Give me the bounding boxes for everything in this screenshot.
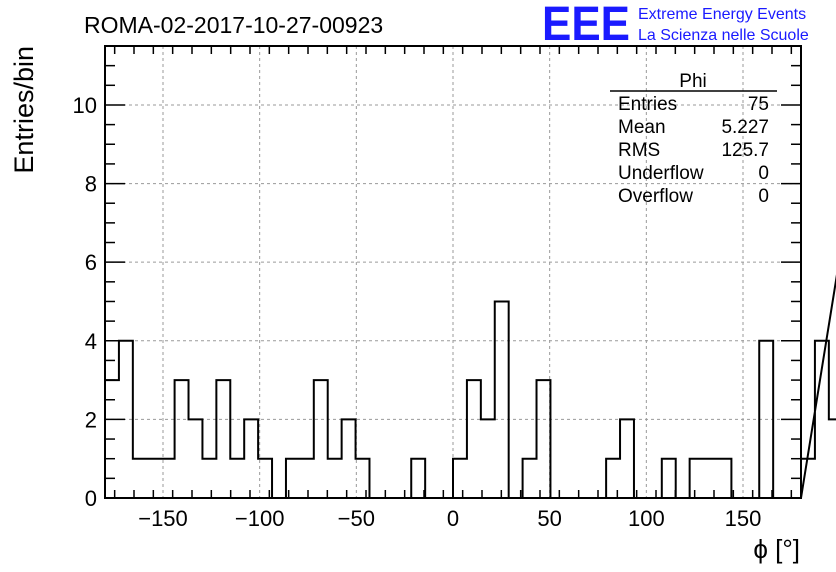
histogram-bin — [202, 459, 216, 498]
x-axis: −150 −100 −50 0 50 100 150 — [113, 46, 793, 531]
histogram-bin — [829, 419, 836, 498]
y-tick-label: 10 — [73, 93, 97, 118]
stats-row-label: Underflow — [618, 163, 704, 184]
y-tick-label: 6 — [85, 250, 97, 275]
x-tick-label: −50 — [338, 506, 375, 531]
histogram-bin — [314, 380, 328, 498]
chart-title: ROMA-02-2017-10-27-00923 — [84, 12, 383, 38]
stats-row-value: 5.227 — [721, 117, 769, 138]
plot-frame — [104, 45, 802, 499]
histogram-bin — [481, 419, 495, 498]
y-tick-label: 4 — [85, 329, 97, 354]
histogram-bin — [495, 301, 509, 498]
histogram-bin — [704, 459, 718, 498]
stats-row-label: Entries — [618, 94, 677, 115]
x-tick-label: −100 — [235, 506, 285, 531]
histogram-bin — [759, 341, 773, 498]
eee-logo: EEE Extreme Energy Events La Scienza nel… — [542, 0, 809, 51]
histogram-bin — [801, 459, 815, 498]
histogram-bin — [620, 419, 634, 498]
logo-line1: Extreme Energy Events — [638, 6, 806, 23]
y-axis-label: Entries/bin — [9, 46, 39, 174]
stats-rows: Entries 75 Mean 5.227 RMS 125.7 Underflow 0 Over… — [618, 94, 769, 207]
y-tick-label: 2 — [85, 407, 97, 432]
histogram-bin — [216, 380, 230, 498]
histogram-bin — [453, 459, 467, 498]
stats-header: Phi — [679, 71, 706, 92]
x-tick-label: −150 — [138, 506, 188, 531]
logo-mark: EEE — [542, 0, 630, 51]
stats-row-label: RMS — [618, 140, 660, 161]
histogram-bin — [523, 459, 537, 498]
histogram-bin — [717, 459, 731, 498]
histogram-bin — [133, 459, 147, 498]
histogram-bin — [411, 459, 425, 498]
histogram-bin — [342, 419, 356, 498]
histogram-bin — [537, 380, 551, 498]
y-axis: 0 2 4 6 8 10 — [73, 64, 801, 511]
x-tick-label: 50 — [537, 506, 561, 531]
histogram-bin — [175, 380, 189, 498]
y-tick-label: 0 — [85, 486, 97, 511]
stats-row-value: 0 — [758, 163, 769, 184]
stats-box: Phi Entries 75 Mean 5.227 RMS 125.7 Underflow 0… — [610, 71, 777, 207]
histogram-bin — [690, 459, 704, 498]
histogram-bin — [244, 419, 258, 498]
stats-row-label: Mean — [618, 117, 666, 138]
stats-row-value: 0 — [758, 186, 769, 207]
stats-row-value: 125.7 — [721, 140, 769, 161]
histogram-bin — [328, 459, 342, 498]
x-tick-label: 0 — [447, 506, 459, 531]
histogram-bin — [662, 459, 676, 498]
x-axis-label: ϕ [°] — [753, 534, 800, 564]
histogram-bin — [230, 459, 244, 498]
y-tick-label: 8 — [85, 172, 97, 197]
x-tick-label: 150 — [725, 506, 762, 531]
grid — [105, 46, 801, 498]
stats-row-value: 75 — [748, 94, 769, 115]
histogram-bin — [189, 419, 203, 498]
plot-border — [104, 45, 802, 499]
stats-row-label: Overflow — [618, 186, 693, 207]
logo-line2: La Scienza nelle Scuole — [638, 27, 809, 44]
histogram-bin — [467, 380, 481, 498]
histogram-bin — [300, 459, 314, 498]
histogram-bin — [356, 459, 370, 498]
x-tick-label: 100 — [628, 506, 665, 531]
